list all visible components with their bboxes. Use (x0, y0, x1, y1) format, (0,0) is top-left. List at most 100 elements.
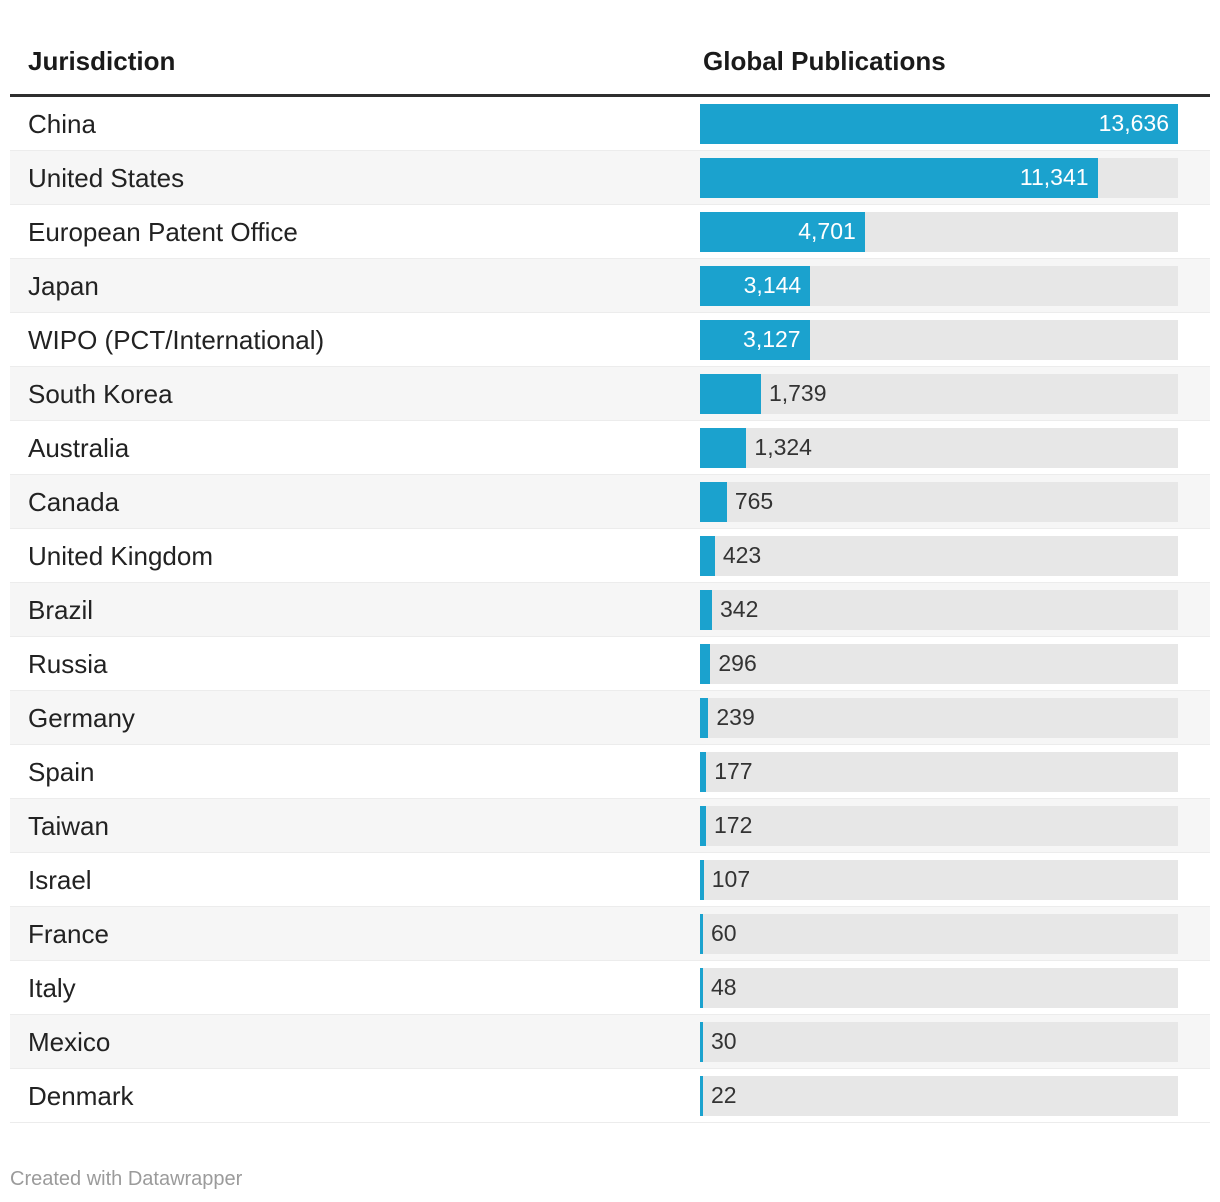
bar-track: 172 (700, 805, 1178, 846)
bar-track: 765 (700, 481, 1178, 522)
jurisdiction-label: Germany (28, 702, 135, 733)
publications-bar-cell: 765 (700, 481, 1210, 522)
table-row: Japan 3,144 (10, 259, 1210, 313)
bar-fill (700, 967, 703, 1008)
bar-fill (700, 859, 704, 900)
jurisdiction-label: Canada (28, 486, 120, 517)
publications-value: 765 (734, 488, 774, 514)
bar-fill: 3,127 (700, 319, 810, 360)
bar-fill (700, 481, 727, 522)
jurisdiction-label: WIPO (PCT/International) (28, 324, 325, 355)
publications-bar-cell: 11,341 (700, 157, 1210, 198)
jurisdiction-label: Brazil (28, 594, 94, 625)
bar-fill (700, 373, 761, 414)
publications-bar-cell: 342 (700, 589, 1210, 630)
bar-track: 48 (700, 967, 1178, 1008)
table-row: Italy 48 (10, 961, 1210, 1015)
publications-bar-cell: 1,739 (700, 373, 1210, 414)
publications-value: 48 (711, 974, 737, 1000)
bar-track: 239 (700, 697, 1178, 738)
publications-value: 4,701 (798, 218, 856, 244)
table-row: Germany 239 (10, 691, 1210, 745)
jurisdiction-label: Australia (28, 432, 130, 463)
bar-track: 13,636 (700, 103, 1178, 144)
jurisdiction-label: United States (28, 162, 185, 193)
bar-fill (700, 427, 747, 468)
bar-fill: 11,341 (700, 157, 1098, 198)
publications-bar-cell: 60 (700, 913, 1210, 954)
publications-bar-cell: 296 (700, 643, 1210, 684)
bar-track: 60 (700, 913, 1178, 954)
publications-value: 177 (714, 758, 753, 784)
jurisdiction-label: Denmark (28, 1080, 134, 1111)
publications-value: 30 (711, 1028, 737, 1054)
bar-track: 107 (700, 859, 1178, 900)
bar-fill (700, 1021, 703, 1062)
jurisdiction-label: European Patent Office (28, 216, 298, 247)
bar-track: 177 (700, 751, 1178, 792)
publications-value: 3,127 (743, 326, 801, 352)
bar-fill (700, 589, 712, 630)
publications-bar-cell: 107 (700, 859, 1210, 900)
table-row: Denmark 22 (10, 1069, 1210, 1123)
publications-value: 1,739 (768, 380, 827, 406)
table-row: United Kingdom 423 (10, 529, 1210, 583)
bar-fill (700, 1075, 703, 1116)
bar-track: 22 (700, 1075, 1178, 1116)
publications-bar-cell: 3,127 (700, 319, 1210, 360)
bar-fill: 3,144 (700, 265, 811, 306)
table-row: WIPO (PCT/International) 3,127 (10, 313, 1210, 367)
bar-fill: 4,701 (700, 211, 865, 252)
bar-fill: 13,636 (700, 103, 1178, 144)
table-body: China 13,636 United States 11,341 European P… (10, 97, 1210, 1123)
publications-value: 3,144 (743, 272, 802, 298)
chart-footer: Created with Datawrapper (10, 1123, 1210, 1190)
bar-fill (700, 535, 715, 576)
publications-value: 60 (711, 920, 737, 946)
table-row: Spain 177 (10, 745, 1210, 799)
bar-fill (700, 643, 711, 684)
table-row: Australia 1,324 (10, 421, 1210, 475)
publications-bar-cell: 423 (700, 535, 1210, 576)
bar-fill (700, 751, 707, 792)
publications-bar-cell: 172 (700, 805, 1210, 846)
publications-value: 107 (711, 866, 751, 892)
bar-track: 296 (700, 643, 1178, 684)
table-row: China 13,636 (10, 97, 1210, 151)
bar-track: 1,324 (700, 427, 1178, 468)
bar-track: 11,341 (700, 157, 1178, 198)
table-row: Israel 107 (10, 853, 1210, 907)
publications-bar-cell: 3,144 (700, 265, 1210, 306)
publications-bar-cell: 239 (700, 697, 1210, 738)
bar-track: 3,144 (700, 265, 1178, 306)
jurisdiction-label: South Korea (28, 378, 173, 409)
jurisdiction-label: Japan (28, 270, 99, 301)
publications-bar-cell: 22 (700, 1075, 1210, 1116)
publications-value: 239 (716, 704, 755, 730)
table-row: South Korea 1,739 (10, 367, 1210, 421)
jurisdiction-label: Italy (28, 972, 76, 1003)
bar-chart-table: Jurisdiction Global Publications China 13… (10, 0, 1210, 1190)
table-row: European Patent Office 4,701 (10, 205, 1210, 259)
publications-value: 172 (714, 812, 753, 838)
jurisdiction-label: Russia (28, 648, 108, 679)
publications-value: 1,324 (754, 434, 812, 460)
jurisdiction-label: France (28, 918, 109, 949)
publications-value: 342 (719, 596, 759, 622)
bar-fill (700, 697, 709, 738)
publications-bar-cell: 13,636 (700, 103, 1210, 144)
bar-track: 423 (700, 535, 1178, 576)
publications-bar-cell: 30 (700, 1021, 1210, 1062)
publications-value: 423 (722, 542, 762, 568)
attribution-text: Created with Datawrapper (10, 1168, 243, 1190)
jurisdiction-label: Taiwan (28, 810, 109, 841)
bar-track: 4,701 (700, 211, 1178, 252)
publications-bar-cell: 177 (700, 751, 1210, 792)
table-header: Jurisdiction Global Publications (10, 0, 1210, 97)
bar-track: 3,127 (700, 319, 1178, 360)
table-row: United States 11,341 (10, 151, 1210, 205)
bar-track: 1,739 (700, 373, 1178, 414)
table-row: Mexico 30 (10, 1015, 1210, 1069)
table-row: Canada 765 (10, 475, 1210, 529)
jurisdiction-label: China (28, 108, 96, 139)
